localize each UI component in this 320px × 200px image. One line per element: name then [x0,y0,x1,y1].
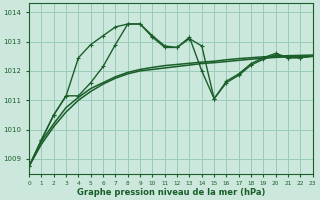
X-axis label: Graphe pression niveau de la mer (hPa): Graphe pression niveau de la mer (hPa) [77,188,265,197]
